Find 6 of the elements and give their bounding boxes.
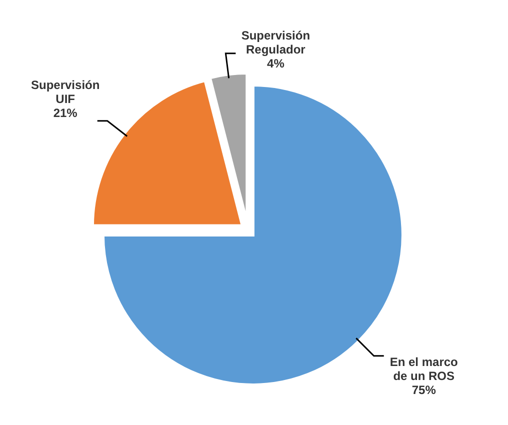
data-label: 75% bbox=[412, 382, 436, 397]
slice-label: Supervisión Regulador bbox=[241, 28, 310, 56]
slice-label: En el marco de un ROS bbox=[390, 354, 458, 383]
data-label: 21% bbox=[53, 106, 78, 120]
data-label: 4% bbox=[267, 56, 285, 70]
slice-label: Supervisión UIF bbox=[31, 78, 100, 106]
